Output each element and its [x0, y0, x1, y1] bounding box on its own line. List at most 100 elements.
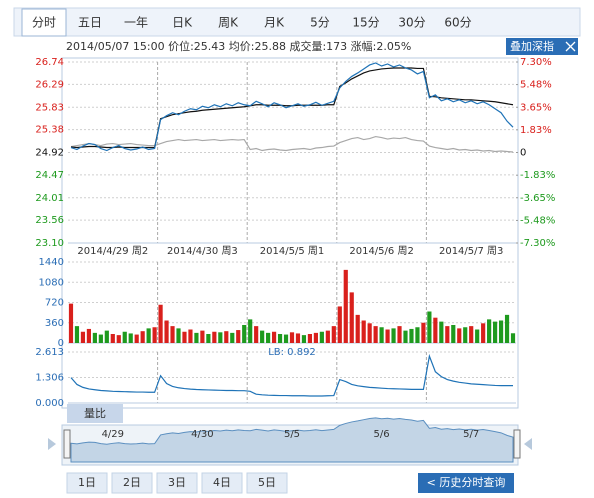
overlay-button-label[interactable]: 叠加深指	[510, 39, 554, 53]
y-tick-label: 26.29	[35, 79, 64, 90]
volume-bar	[266, 332, 271, 343]
y-tick-label: 23.56	[35, 215, 64, 226]
volume-bar	[86, 328, 91, 343]
volume-bar	[140, 331, 145, 343]
range-button-label[interactable]: 5日	[258, 476, 276, 489]
volume-bar	[403, 330, 408, 343]
indicator-tab[interactable]	[67, 404, 123, 423]
volume-bar	[242, 325, 247, 343]
tab[interactable]: 月K	[264, 16, 285, 30]
volume-bar	[128, 333, 133, 343]
history-button-label[interactable]: < 历史分时查询	[427, 475, 506, 489]
tab[interactable]: 30分	[398, 16, 425, 30]
y2-tick-label: -3.65%	[520, 193, 555, 204]
y2-tick-label: 1.83%	[520, 125, 552, 136]
navigator-handle[interactable]	[63, 429, 71, 459]
volume-bar	[152, 327, 157, 343]
y2-tick-label: 7.30%	[520, 57, 552, 68]
volume-bar	[146, 328, 151, 343]
range-button[interactable]	[201, 472, 243, 494]
range-button[interactable]	[156, 472, 198, 494]
navigator-label: 5/5	[284, 429, 300, 440]
y2-tick-label: -7.30%	[520, 238, 555, 249]
y-tick-label: 1440	[39, 257, 64, 268]
y2-tick-label: -5.48%	[520, 215, 555, 226]
day-label: 2014/4/30 周3	[167, 245, 238, 257]
y-tick-label: 24.01	[35, 193, 64, 204]
y-tick-label: 0	[58, 338, 64, 349]
volume-bar	[182, 331, 187, 343]
volume-bar	[481, 323, 486, 343]
volume-bar	[194, 332, 199, 343]
volume-bar	[206, 334, 211, 343]
series-line	[70, 135, 514, 153]
tab[interactable]: 15分	[352, 16, 379, 30]
volume-bar	[361, 320, 366, 343]
volume-bar	[218, 332, 223, 343]
range-button-label[interactable]: 1日	[78, 476, 96, 489]
volume-bar	[110, 334, 115, 343]
nav-arrow-right[interactable]	[524, 438, 532, 450]
volume-bar	[367, 323, 372, 343]
volume-bar	[170, 326, 175, 343]
volume-bar	[74, 326, 80, 343]
y2-tick-label: 3.65%	[520, 102, 552, 113]
tab[interactable]: 60分	[444, 16, 471, 30]
volume-bar	[445, 326, 450, 343]
tab[interactable]: 5分	[310, 16, 330, 30]
volume-bar	[379, 327, 384, 343]
volume-bar	[415, 327, 420, 343]
volume-bar	[260, 330, 265, 343]
y-tick-label: 1080	[39, 277, 64, 288]
volume-bar	[439, 321, 444, 343]
y-tick-label: 25.83	[35, 102, 64, 113]
y-tick-label: 26.74	[35, 57, 64, 68]
range-button-label[interactable]: 4日	[213, 476, 231, 489]
range-button-label[interactable]: 2日	[123, 476, 141, 489]
nav-arrow-left[interactable]	[48, 438, 56, 450]
volume-bar	[493, 321, 498, 343]
volume-bar	[313, 332, 318, 343]
range-button[interactable]	[246, 472, 288, 494]
tab-selected[interactable]	[21, 8, 67, 37]
volume-bar	[98, 334, 103, 343]
navigator-label: 4/30	[191, 429, 213, 440]
y-tick-label: 0.000	[35, 398, 64, 409]
navigator-handle[interactable]	[513, 429, 521, 459]
navigator-label: 4/29	[102, 429, 124, 440]
volume-bar	[230, 332, 235, 343]
range-button[interactable]	[111, 472, 153, 494]
range-button[interactable]	[66, 472, 108, 494]
volume-bar	[248, 319, 253, 343]
close-icon[interactable]	[565, 41, 576, 52]
tab-bar	[13, 7, 581, 37]
volume-bar	[188, 329, 193, 343]
tab[interactable]: 日K	[172, 16, 193, 30]
volume-bar	[421, 322, 426, 343]
volume-bar	[301, 335, 307, 343]
tab[interactable]: 一年	[124, 16, 148, 30]
navigator-area	[70, 417, 514, 463]
range-button-label[interactable]: 3日	[168, 476, 186, 489]
volume-bar	[451, 325, 456, 343]
volume-bar	[475, 329, 480, 343]
volume-bar	[325, 330, 330, 343]
y-tick-label: 720	[45, 298, 64, 309]
volume-bar	[457, 328, 462, 343]
y-tick-label: 360	[45, 318, 64, 329]
y-tick-label: 25.38	[35, 125, 64, 136]
overlay-button[interactable]	[506, 38, 578, 55]
volume-bar	[277, 334, 283, 343]
tab[interactable]: 五日	[78, 16, 102, 30]
volume-bar	[68, 303, 74, 343]
history-button[interactable]	[418, 473, 514, 493]
tab[interactable]: 周K	[218, 16, 239, 30]
indicator-tab-label[interactable]: 量比	[84, 407, 106, 420]
volume-bar	[200, 330, 205, 343]
tab[interactable]: 分时	[32, 16, 56, 30]
y-tick-label: 2.613	[35, 347, 64, 358]
navigator-label: 5/7	[463, 429, 479, 440]
volume-bar	[122, 331, 127, 343]
volume-bar	[134, 334, 139, 343]
